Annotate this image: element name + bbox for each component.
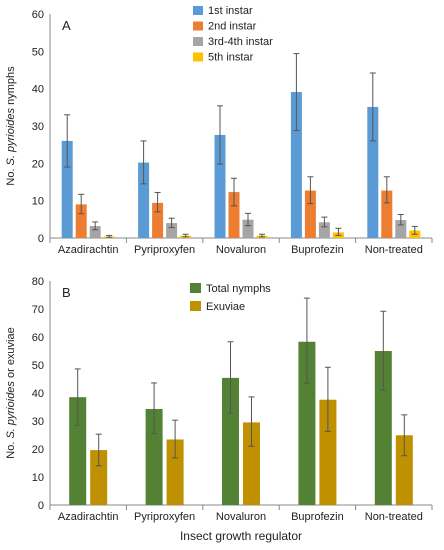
y-tick-label: 0 bbox=[38, 233, 44, 245]
legend-label: 5th instar bbox=[208, 52, 254, 64]
legend-swatch bbox=[193, 37, 203, 46]
panel-a: 0 10 20 30 40 50 60 Azadirachtin Pyriproxyfen Nov… bbox=[5, 5, 433, 256]
x-axis-title: Insect growth regulator bbox=[180, 529, 302, 543]
x-tick-label: Novaluron bbox=[216, 244, 266, 256]
x-tick-label: Pyriproxyfen bbox=[134, 244, 195, 256]
bar bbox=[61, 140, 73, 238]
bar bbox=[145, 408, 163, 505]
bar bbox=[374, 351, 392, 505]
bar bbox=[89, 226, 101, 238]
bar bbox=[166, 223, 178, 238]
y-tick-label: 10 bbox=[32, 472, 44, 484]
bar bbox=[214, 134, 226, 238]
legend-label: 3rd-4th instar bbox=[208, 36, 273, 48]
y-axis-label: No. S. pyrioides or exuviae bbox=[5, 327, 17, 458]
y-axis-label-suffix: nymphs bbox=[5, 66, 17, 108]
legend-label: 1st instar bbox=[208, 5, 253, 17]
bar bbox=[138, 162, 150, 238]
y-tick-label: 50 bbox=[32, 46, 44, 58]
bar bbox=[90, 450, 108, 505]
x-tick-label: Buprofezin bbox=[291, 511, 344, 523]
panel-b: 0 10 20 30 40 50 60 70 80 Azadirachtin Pyriproxyfe… bbox=[5, 276, 433, 543]
bar bbox=[319, 399, 337, 505]
y-tick-label: 30 bbox=[32, 416, 44, 428]
y-axis-label-species: S. pyrioides bbox=[5, 107, 17, 165]
y-tick-label: 30 bbox=[32, 121, 44, 133]
y-axis-label: No. S. pyrioides nymphs bbox=[5, 66, 17, 186]
panel-label: B bbox=[62, 285, 71, 300]
y-tick-label: 40 bbox=[32, 84, 44, 96]
y-tick-label: 0 bbox=[38, 500, 44, 512]
y-tick-label: 60 bbox=[32, 9, 44, 21]
y-tick-label: 10 bbox=[32, 196, 44, 208]
y-tick-label: 70 bbox=[32, 304, 44, 316]
bar bbox=[290, 92, 302, 238]
x-tick-label: Azadirachtin bbox=[58, 244, 119, 256]
legend-swatch bbox=[190, 283, 201, 293]
legend-label: Total nymphs bbox=[206, 283, 271, 295]
x-tick-label: Azadirachtin bbox=[58, 511, 119, 523]
panel-label: A bbox=[62, 18, 71, 33]
bar bbox=[243, 422, 260, 505]
bar bbox=[298, 341, 316, 505]
y-tick-label: 20 bbox=[32, 444, 44, 456]
x-tick-label: Novaluron bbox=[216, 511, 266, 523]
bar bbox=[381, 190, 393, 238]
y-tick-label: 50 bbox=[32, 360, 44, 372]
legend-swatch bbox=[193, 6, 203, 15]
y-tick-label: 20 bbox=[32, 158, 44, 170]
legend-label: Exuviae bbox=[206, 301, 245, 313]
y-tick-label: 80 bbox=[32, 276, 44, 288]
x-tick-label: Buprofezin bbox=[291, 244, 344, 256]
bar bbox=[69, 397, 87, 505]
y-axis-label-prefix: No. bbox=[5, 165, 17, 185]
bar bbox=[395, 435, 413, 505]
legend-label: 2nd instar bbox=[208, 21, 257, 33]
legend-swatch bbox=[193, 21, 203, 31]
bar bbox=[242, 219, 254, 238]
bar bbox=[395, 220, 407, 238]
bar bbox=[318, 222, 330, 238]
bar bbox=[304, 190, 316, 238]
y-tick-label: 60 bbox=[32, 332, 44, 344]
y-tick-label: 40 bbox=[32, 388, 44, 400]
bar bbox=[75, 204, 87, 238]
legend-swatch bbox=[193, 52, 203, 62]
bar bbox=[152, 202, 164, 238]
bar bbox=[228, 192, 240, 238]
bar bbox=[166, 439, 184, 505]
bar bbox=[222, 377, 239, 505]
bar bbox=[367, 106, 379, 239]
x-tick-label: Pyriproxyfen bbox=[134, 511, 195, 523]
x-tick-label: Non-treated bbox=[365, 511, 423, 523]
x-tick-label: Non-treated bbox=[365, 244, 423, 256]
legend-swatch bbox=[190, 301, 201, 311]
y-axis-label-suffix: or exuviae bbox=[5, 327, 17, 381]
y-axis-label-species: S. pyrioides bbox=[5, 381, 17, 439]
y-axis-label-prefix: No. bbox=[5, 439, 17, 459]
